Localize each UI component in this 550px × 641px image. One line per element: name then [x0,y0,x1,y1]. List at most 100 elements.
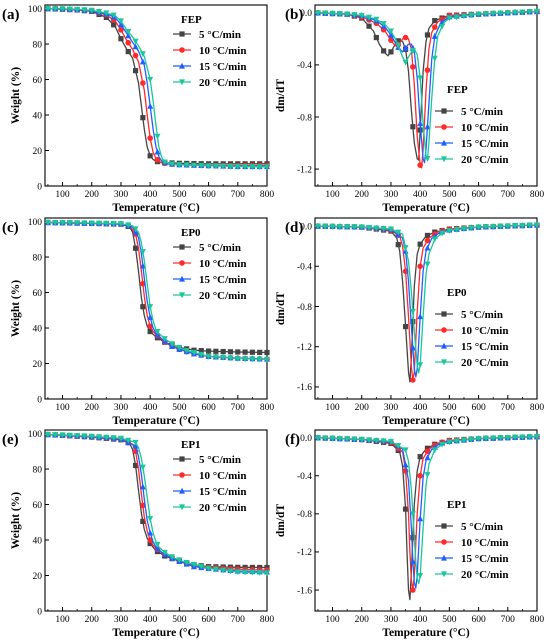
data-point [125,48,131,55]
legend-marker [179,487,185,494]
panel-label: (b) [285,7,303,23]
data-point [66,220,73,226]
data-point [139,51,146,57]
y-tick-label: -0.4 [297,61,312,71]
y-tick-label: 0 [37,395,42,405]
data-point [140,502,146,509]
data-point [249,356,256,363]
data-point [373,437,380,444]
data-point [220,354,227,361]
data-point [344,436,351,443]
data-point [176,557,183,564]
data-point [460,437,467,444]
data-point [446,15,453,22]
data-point [169,341,176,348]
x-tick-label: 600 [201,615,216,625]
data-point [183,559,190,566]
data-point [373,16,380,23]
data-point [117,21,124,28]
data-point [147,153,153,159]
data-point [424,232,431,239]
data-point [249,569,256,576]
data-point [402,324,409,330]
legend-entry: 5 °C/min [199,454,241,466]
x-tick-label: 800 [530,190,545,200]
x-tick-label: 200 [85,403,100,413]
y-tick-label: 20 [33,360,43,370]
data-point [497,10,504,17]
x-tick-label: 400 [413,403,428,413]
data-point [111,22,117,28]
x-tick-label: 800 [530,403,545,413]
legend-entry: 15 °C/min [461,341,509,353]
data-point [424,123,431,130]
data-point [59,220,66,226]
data-point [234,163,241,170]
data-point [358,436,365,443]
x-tick-label: 300 [114,403,129,413]
data-point [424,237,431,244]
data-point [132,439,139,446]
data-point [227,349,234,355]
panel-b: 100 200 300 400 500 600 700 800 0.0 -0.4 -0.8 -1.2 T… [275,4,545,214]
x-tick-label: 700 [501,190,516,200]
data-point [366,224,373,231]
legend-marker [179,62,185,69]
data-point [432,18,438,24]
data-point [81,7,88,14]
data-point [52,6,59,12]
data-point [314,435,321,441]
data-point [140,518,146,524]
x-axis-title: Temperature (°C) [112,202,199,214]
data-point [190,561,197,568]
y-axis-title: Weight (%) [10,492,22,549]
data-point [139,249,146,255]
data-point [59,432,66,439]
plot-frame [44,217,268,400]
data-point [125,32,132,39]
data-point [424,448,431,455]
data-point [154,157,161,163]
x-tick-label: 600 [471,190,486,200]
x-tick-label: 800 [260,403,275,413]
data-point [336,223,343,230]
data-point [117,435,124,442]
plot-frame [314,4,538,187]
x-tick-label: 400 [143,403,158,413]
y-tick-label: -1.2 [297,165,312,175]
x-tick-label: 600 [201,190,216,200]
y-tick-label: -0.8 [297,303,312,313]
data-point [526,9,533,16]
data-point [234,569,241,576]
y-tick-label: 60 [33,289,43,299]
y-tick-label: 100 [28,218,43,228]
data-point [351,436,358,443]
data-point [446,439,453,446]
data-point [227,568,234,575]
data-point [424,156,431,162]
legend-entry: 20 °C/min [199,77,247,89]
x-tick-label: 200 [85,190,100,200]
legend-entry: 20 °C/min [199,502,247,514]
data-point [220,567,227,574]
legend-entry: 15 °C/min [199,486,247,498]
x-tick-label: 400 [413,615,428,625]
data-point [468,436,475,443]
data-point [147,135,153,141]
legend-marker [179,275,185,282]
data-point [519,434,526,441]
y-tick-label: 40 [33,324,43,334]
y-tick-label: 0 [37,607,42,617]
data-point [439,230,446,237]
data-point [183,347,190,354]
data-point [147,76,154,83]
data-point [198,351,205,358]
y-axis-title: dm/dT [275,292,287,326]
legend-entry: 5 °C/min [461,521,503,533]
x-tick-label: 100 [55,615,70,625]
legend-marker [441,311,447,317]
data-point [154,148,161,155]
legend-entry: 10 °C/min [199,258,247,270]
data-point [314,223,321,230]
legend-entry: 20 °C/min [461,357,509,369]
